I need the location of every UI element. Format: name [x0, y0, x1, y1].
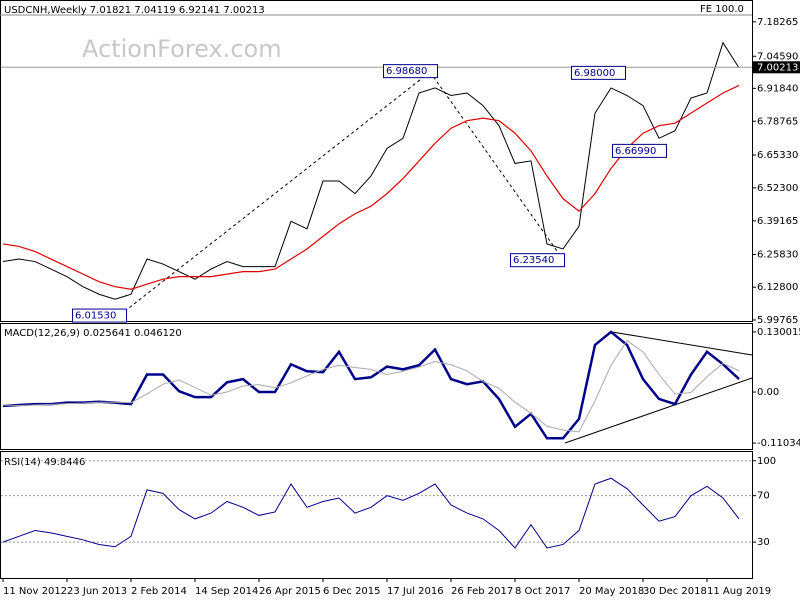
annotation-box: [383, 64, 438, 79]
y-tick-label: 0.130015: [757, 327, 800, 338]
last-price-box: [753, 61, 800, 74]
series-line: [2, 330, 740, 440]
macd-pane: [0, 323, 753, 450]
x-tick-label: 26 Feb 2017: [451, 586, 513, 597]
x-tick-label: 30 Dec 2018: [643, 586, 707, 597]
y-tick-label: 6.65330: [757, 150, 798, 161]
y-tick-label: 7.18265: [757, 17, 798, 28]
rsi-pane: [0, 451, 753, 579]
x-tick-label: 23 Jun 2013: [67, 586, 127, 597]
annotation-label: 6.98000: [574, 68, 615, 79]
y-tick-label: 5.99765: [757, 315, 798, 326]
macd-title: MACD(12,26,9) 0.025641 0.046120: [4, 328, 182, 339]
y-tick-label: 6.12800: [757, 282, 798, 293]
x-tick-label: 6 Dec 2015: [323, 586, 381, 597]
annotation-box: [510, 253, 565, 268]
annotation-box: [571, 65, 626, 80]
last-price-label: 7.00213: [757, 62, 798, 73]
y-tick-label: 30: [757, 537, 770, 548]
triangle-line: [564, 377, 753, 444]
annotation-label: 6.23540: [513, 255, 554, 266]
annotation-label: 6.98680: [386, 66, 427, 77]
x-tick-label: 20 May 2018: [579, 586, 644, 597]
y-tick-label: 70: [757, 491, 770, 502]
x-tick-label: 26 Apr 2015: [259, 586, 321, 597]
y-tick-label: 7.04590: [757, 51, 798, 62]
y-tick-label: 6.52300: [757, 183, 798, 194]
y-tick-label: 6.25830: [757, 249, 798, 260]
x-tick-label: 17 Jul 2016: [387, 586, 444, 597]
x-tick-label: 14 Sep 2014: [195, 586, 258, 597]
y-tick-label: 6.39165: [757, 216, 798, 227]
y-tick-label: 6.78765: [757, 116, 798, 127]
x-tick-label: 11 Nov 2012: [3, 586, 67, 597]
series-line: [2, 41, 740, 300]
y-tick-label: 0.00: [757, 387, 779, 398]
price-pane: [0, 0, 753, 322]
watermark: ActionForex.com: [82, 35, 282, 63]
price-title: USDCNH,Weekly 7.01821 7.04119 6.92141 7.…: [4, 5, 265, 16]
trend-line: [429, 71, 563, 259]
y-tick-label: -0.110346: [757, 438, 800, 449]
rsi-title: RSI(14) 49.8446: [4, 457, 85, 468]
annotation-label: 6.66990: [615, 146, 656, 157]
x-tick-label: 11 Aug 2019: [707, 586, 771, 597]
fe-label: FE 100.0: [700, 4, 744, 15]
series-line: [2, 340, 740, 433]
x-tick-label: 8 Oct 2017: [515, 586, 570, 597]
y-tick-label: 6.91840: [757, 83, 798, 94]
series-line: [2, 84, 740, 290]
annotation-label: 6.01530: [75, 311, 116, 322]
x-tick-label: 2 Feb 2014: [131, 586, 187, 597]
annotation-box: [72, 308, 127, 323]
series-line: [2, 477, 740, 549]
y-tick-label: 100: [757, 456, 776, 467]
triangle-line: [611, 331, 753, 356]
annotation-box: [612, 143, 667, 158]
